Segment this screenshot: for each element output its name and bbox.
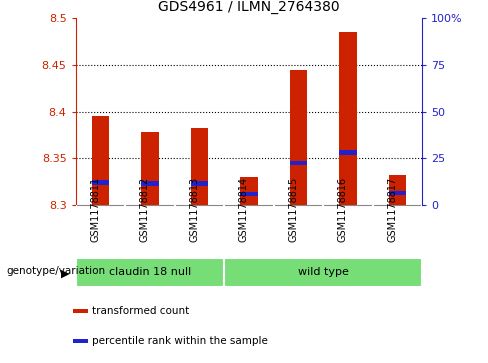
Bar bbox=[141, 181, 159, 186]
Bar bbox=[389, 191, 406, 195]
Bar bbox=[191, 129, 208, 205]
Text: GSM1178816: GSM1178816 bbox=[338, 176, 348, 242]
Bar bbox=[141, 132, 159, 205]
Bar bbox=[224, 258, 422, 287]
Text: GSM1178817: GSM1178817 bbox=[387, 176, 397, 242]
Title: GDS4961 / ILMN_2764380: GDS4961 / ILMN_2764380 bbox=[158, 0, 340, 15]
Bar bbox=[76, 258, 224, 287]
Bar bbox=[191, 181, 208, 186]
Text: transformed count: transformed count bbox=[92, 306, 189, 316]
Bar bbox=[290, 70, 307, 205]
Bar bbox=[389, 175, 406, 205]
Text: percentile rank within the sample: percentile rank within the sample bbox=[92, 336, 268, 346]
Bar bbox=[92, 116, 109, 205]
Text: genotype/variation: genotype/variation bbox=[6, 266, 105, 276]
Bar bbox=[240, 192, 258, 196]
Text: ▶: ▶ bbox=[61, 269, 70, 279]
Text: claudin 18 null: claudin 18 null bbox=[109, 266, 191, 277]
Text: GSM1178814: GSM1178814 bbox=[239, 176, 249, 242]
Bar bbox=[290, 161, 307, 166]
Text: wild type: wild type bbox=[298, 266, 348, 277]
Text: GSM1178812: GSM1178812 bbox=[140, 176, 150, 242]
Bar bbox=[73, 339, 88, 343]
Bar bbox=[92, 180, 109, 185]
Text: GSM1178815: GSM1178815 bbox=[288, 176, 298, 242]
Bar bbox=[339, 32, 357, 205]
Bar bbox=[339, 150, 357, 155]
Text: GSM1178811: GSM1178811 bbox=[90, 176, 101, 242]
Bar bbox=[240, 177, 258, 205]
Text: GSM1178813: GSM1178813 bbox=[189, 176, 200, 242]
Bar bbox=[73, 309, 88, 313]
